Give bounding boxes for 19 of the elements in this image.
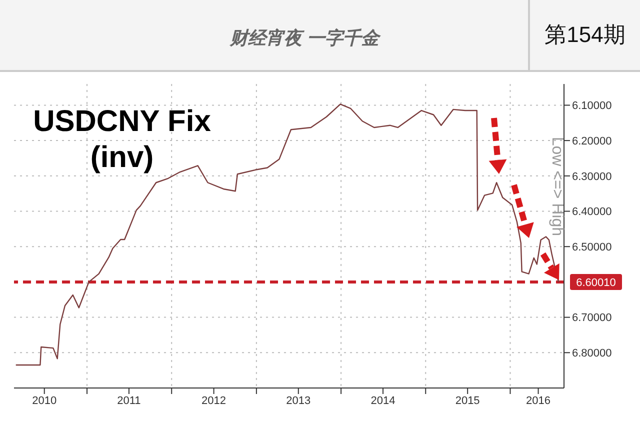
x-tick-label: 2015 (455, 394, 480, 407)
x-tick-label: 2014 (370, 394, 396, 407)
y-tick-label: 6.70000 (572, 312, 612, 324)
x-tick-label: 2012 (202, 394, 226, 407)
x-tick-label: 2010 (32, 394, 57, 407)
y-tick-label: 6.40000 (572, 206, 612, 218)
y-axis-title: Low <=> High (548, 136, 566, 236)
y-tick-label: 6.20000 (572, 135, 612, 148)
x-tick-label: 2016 (526, 394, 551, 407)
text: 财经宵夜 一字千金 (230, 27, 380, 50)
text: USDCNY Fix (inv) (32, 104, 212, 176)
x-tick-label: 2011 (117, 394, 141, 407)
y-tick-label: 6.10000 (572, 100, 612, 112)
y-tick-label: 6.50000 (572, 242, 612, 254)
y-tick-label: 6.30000 (572, 170, 612, 183)
x-tick-label: 2013 (286, 394, 311, 407)
text: 第154期 (528, 0, 640, 70)
y-tick-label: 6.80000 (572, 348, 612, 360)
ref-line-label: 6.60010 (576, 276, 616, 289)
